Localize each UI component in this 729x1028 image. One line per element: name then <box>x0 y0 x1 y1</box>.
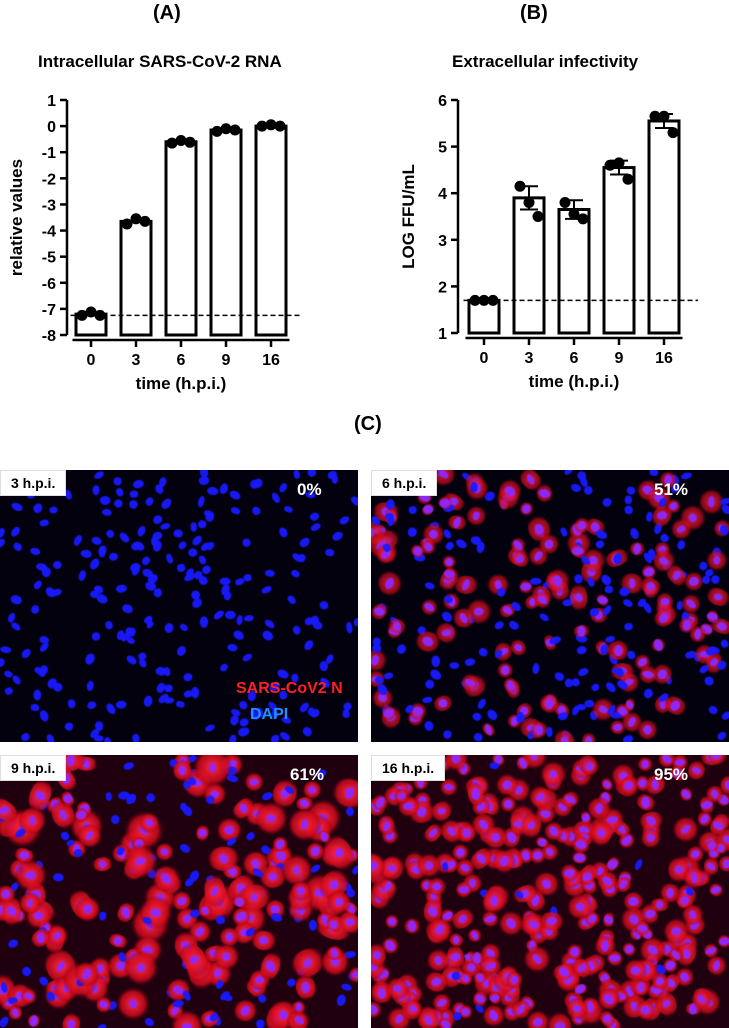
charta-data-point <box>166 137 178 149</box>
chartb-y-tick-label: 3 <box>438 233 447 250</box>
charta-bar <box>164 140 198 337</box>
micrograph-6hpi-image <box>371 470 729 742</box>
chartb-x-axis-label: time (h.p.i.) <box>529 372 620 391</box>
charta-y-tick-label: -1 <box>42 145 56 162</box>
chartb-bar <box>557 208 591 335</box>
charta-y-tick-label: -3 <box>42 197 56 214</box>
micrograph-3hpi-percent: 0% <box>297 480 322 499</box>
charta-bar <box>119 219 153 337</box>
chartb-data-point <box>523 197 535 209</box>
panel-c-label: (C) <box>354 413 382 435</box>
charta-y-tick-label: -2 <box>42 171 56 188</box>
charta-data-point <box>121 218 133 230</box>
micrograph-6hpi: 6 h.p.i. 51% <box>371 470 729 742</box>
chartb-data-point <box>649 110 661 122</box>
chartb-y-tick-label: 2 <box>438 279 447 296</box>
chartb-data-point <box>604 159 616 171</box>
chart-b: 1 2 3 4 5 6 LOG FFU/mL 0 3 6 9 16 time (h.p.i.) <box>399 93 698 391</box>
charta-data-point <box>211 125 223 137</box>
chartb-bar <box>602 166 636 335</box>
chart-a: 1 0 -1 -2 -3 -4 -5 -6 -7 -8 relative values 0 3 6 9 16 t… <box>7 93 300 393</box>
charta-y-tick-label: -5 <box>42 250 56 267</box>
chartb-data-point <box>658 110 670 122</box>
micrograph-9hpi-image <box>0 755 358 1028</box>
charta-data-point <box>265 119 277 131</box>
chart-a-title: Intracellular SARS-CoV-2 RNA <box>38 52 282 71</box>
charta-x-tick-label: 16 <box>262 352 280 369</box>
charta-x-axis-label: time (h.p.i.) <box>136 374 227 393</box>
chartb-data-point <box>559 197 571 209</box>
chartb-data-point <box>568 208 580 220</box>
chartb-y-tick-label: 6 <box>438 93 447 110</box>
chartb-data-point <box>532 211 544 222</box>
micrograph-16hpi-timepoint: 16 h.p.i. <box>371 755 446 781</box>
legend-dapi: DAPI <box>250 706 289 723</box>
micrograph-16hpi-image <box>371 755 729 1028</box>
chartb-x-tick-label: 6 <box>570 350 579 367</box>
charta-data-point <box>220 123 232 135</box>
chartb-bar <box>647 119 681 335</box>
charta-bar <box>209 128 243 337</box>
charta-data-point <box>94 309 106 321</box>
micrograph-9hpi-percent: 61% <box>290 765 325 784</box>
charta-data-point <box>229 124 241 136</box>
chartb-x-tick-label: 16 <box>655 350 673 367</box>
charta-bar <box>254 124 288 337</box>
chartb-data-point <box>514 180 526 192</box>
chartb-data-point <box>487 294 499 306</box>
charta-x-tick-label: 3 <box>132 352 141 369</box>
charta-data-point <box>256 120 268 132</box>
charta-data-point <box>184 136 196 148</box>
panel-a-label: (A) <box>153 2 181 24</box>
micrograph-16hpi-percent: 95% <box>654 765 689 784</box>
micrograph-6hpi-timepoint: 6 h.p.i. <box>371 470 438 496</box>
charta-data-point <box>175 134 187 146</box>
charta-y-tick-label: -8 <box>42 328 56 345</box>
chartb-data-point <box>622 173 634 185</box>
charta-y-tick-label: -7 <box>42 302 56 319</box>
charta-data-point <box>139 215 151 227</box>
charta-y-tick-label: 0 <box>47 119 56 136</box>
micrograph-3hpi-timepoint: 3 h.p.i. <box>0 470 67 496</box>
legend-sars-cov2-n: SARS-CoV2 N <box>236 680 343 697</box>
chartb-data-point <box>667 127 679 139</box>
micrograph-9hpi-timepoint: 9 h.p.i. <box>0 755 67 781</box>
charta-y-tick-label: -6 <box>42 276 56 293</box>
charta-y-axis-label: relative values <box>7 159 26 276</box>
chart-b-title: Extracellular infectivity <box>452 52 639 71</box>
chartb-y-tick-label: 5 <box>438 140 447 157</box>
charta-x-tick-label: 0 <box>87 352 96 369</box>
charta-y-tick-label: 1 <box>47 93 56 110</box>
charta-x-tick-label: 6 <box>177 352 186 369</box>
charta-x-tick-label: 9 <box>222 352 231 369</box>
chartb-y-axis-label: LOG FFU/mL <box>399 164 418 269</box>
chartb-x-tick-label: 9 <box>615 350 624 367</box>
micrograph-3hpi: 3 h.p.i. 0% SARS-CoV2 N DAPI <box>0 470 358 742</box>
micrograph-3hpi-image <box>0 470 358 742</box>
charta-data-point <box>274 120 286 132</box>
chartb-data-point <box>613 157 625 169</box>
panel-b-label: (B) <box>520 2 548 24</box>
chartb-y-tick-label: 1 <box>438 326 447 343</box>
micrograph-9hpi: 9 h.p.i. 61% <box>0 755 358 1028</box>
charta-data-point <box>130 213 142 225</box>
charta-y-tick-label: -4 <box>42 224 56 241</box>
micrograph-16hpi: 16 h.p.i. 95% <box>371 755 729 1028</box>
chartb-x-tick-label: 3 <box>525 350 534 367</box>
chartb-y-tick-label: 4 <box>438 186 447 203</box>
chartb-data-point <box>577 213 589 225</box>
micrograph-6hpi-percent: 51% <box>654 480 689 499</box>
chartb-x-tick-label: 0 <box>480 350 489 367</box>
